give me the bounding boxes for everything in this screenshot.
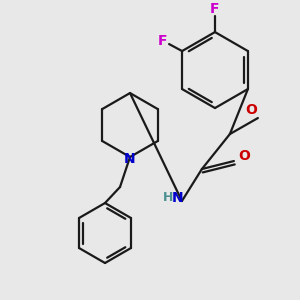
Text: O: O <box>238 149 250 163</box>
Text: N: N <box>124 152 136 166</box>
Text: F: F <box>210 2 220 16</box>
Text: F: F <box>157 34 167 48</box>
Text: N: N <box>172 191 184 205</box>
Text: O: O <box>245 103 257 116</box>
Text: H: H <box>163 190 173 203</box>
